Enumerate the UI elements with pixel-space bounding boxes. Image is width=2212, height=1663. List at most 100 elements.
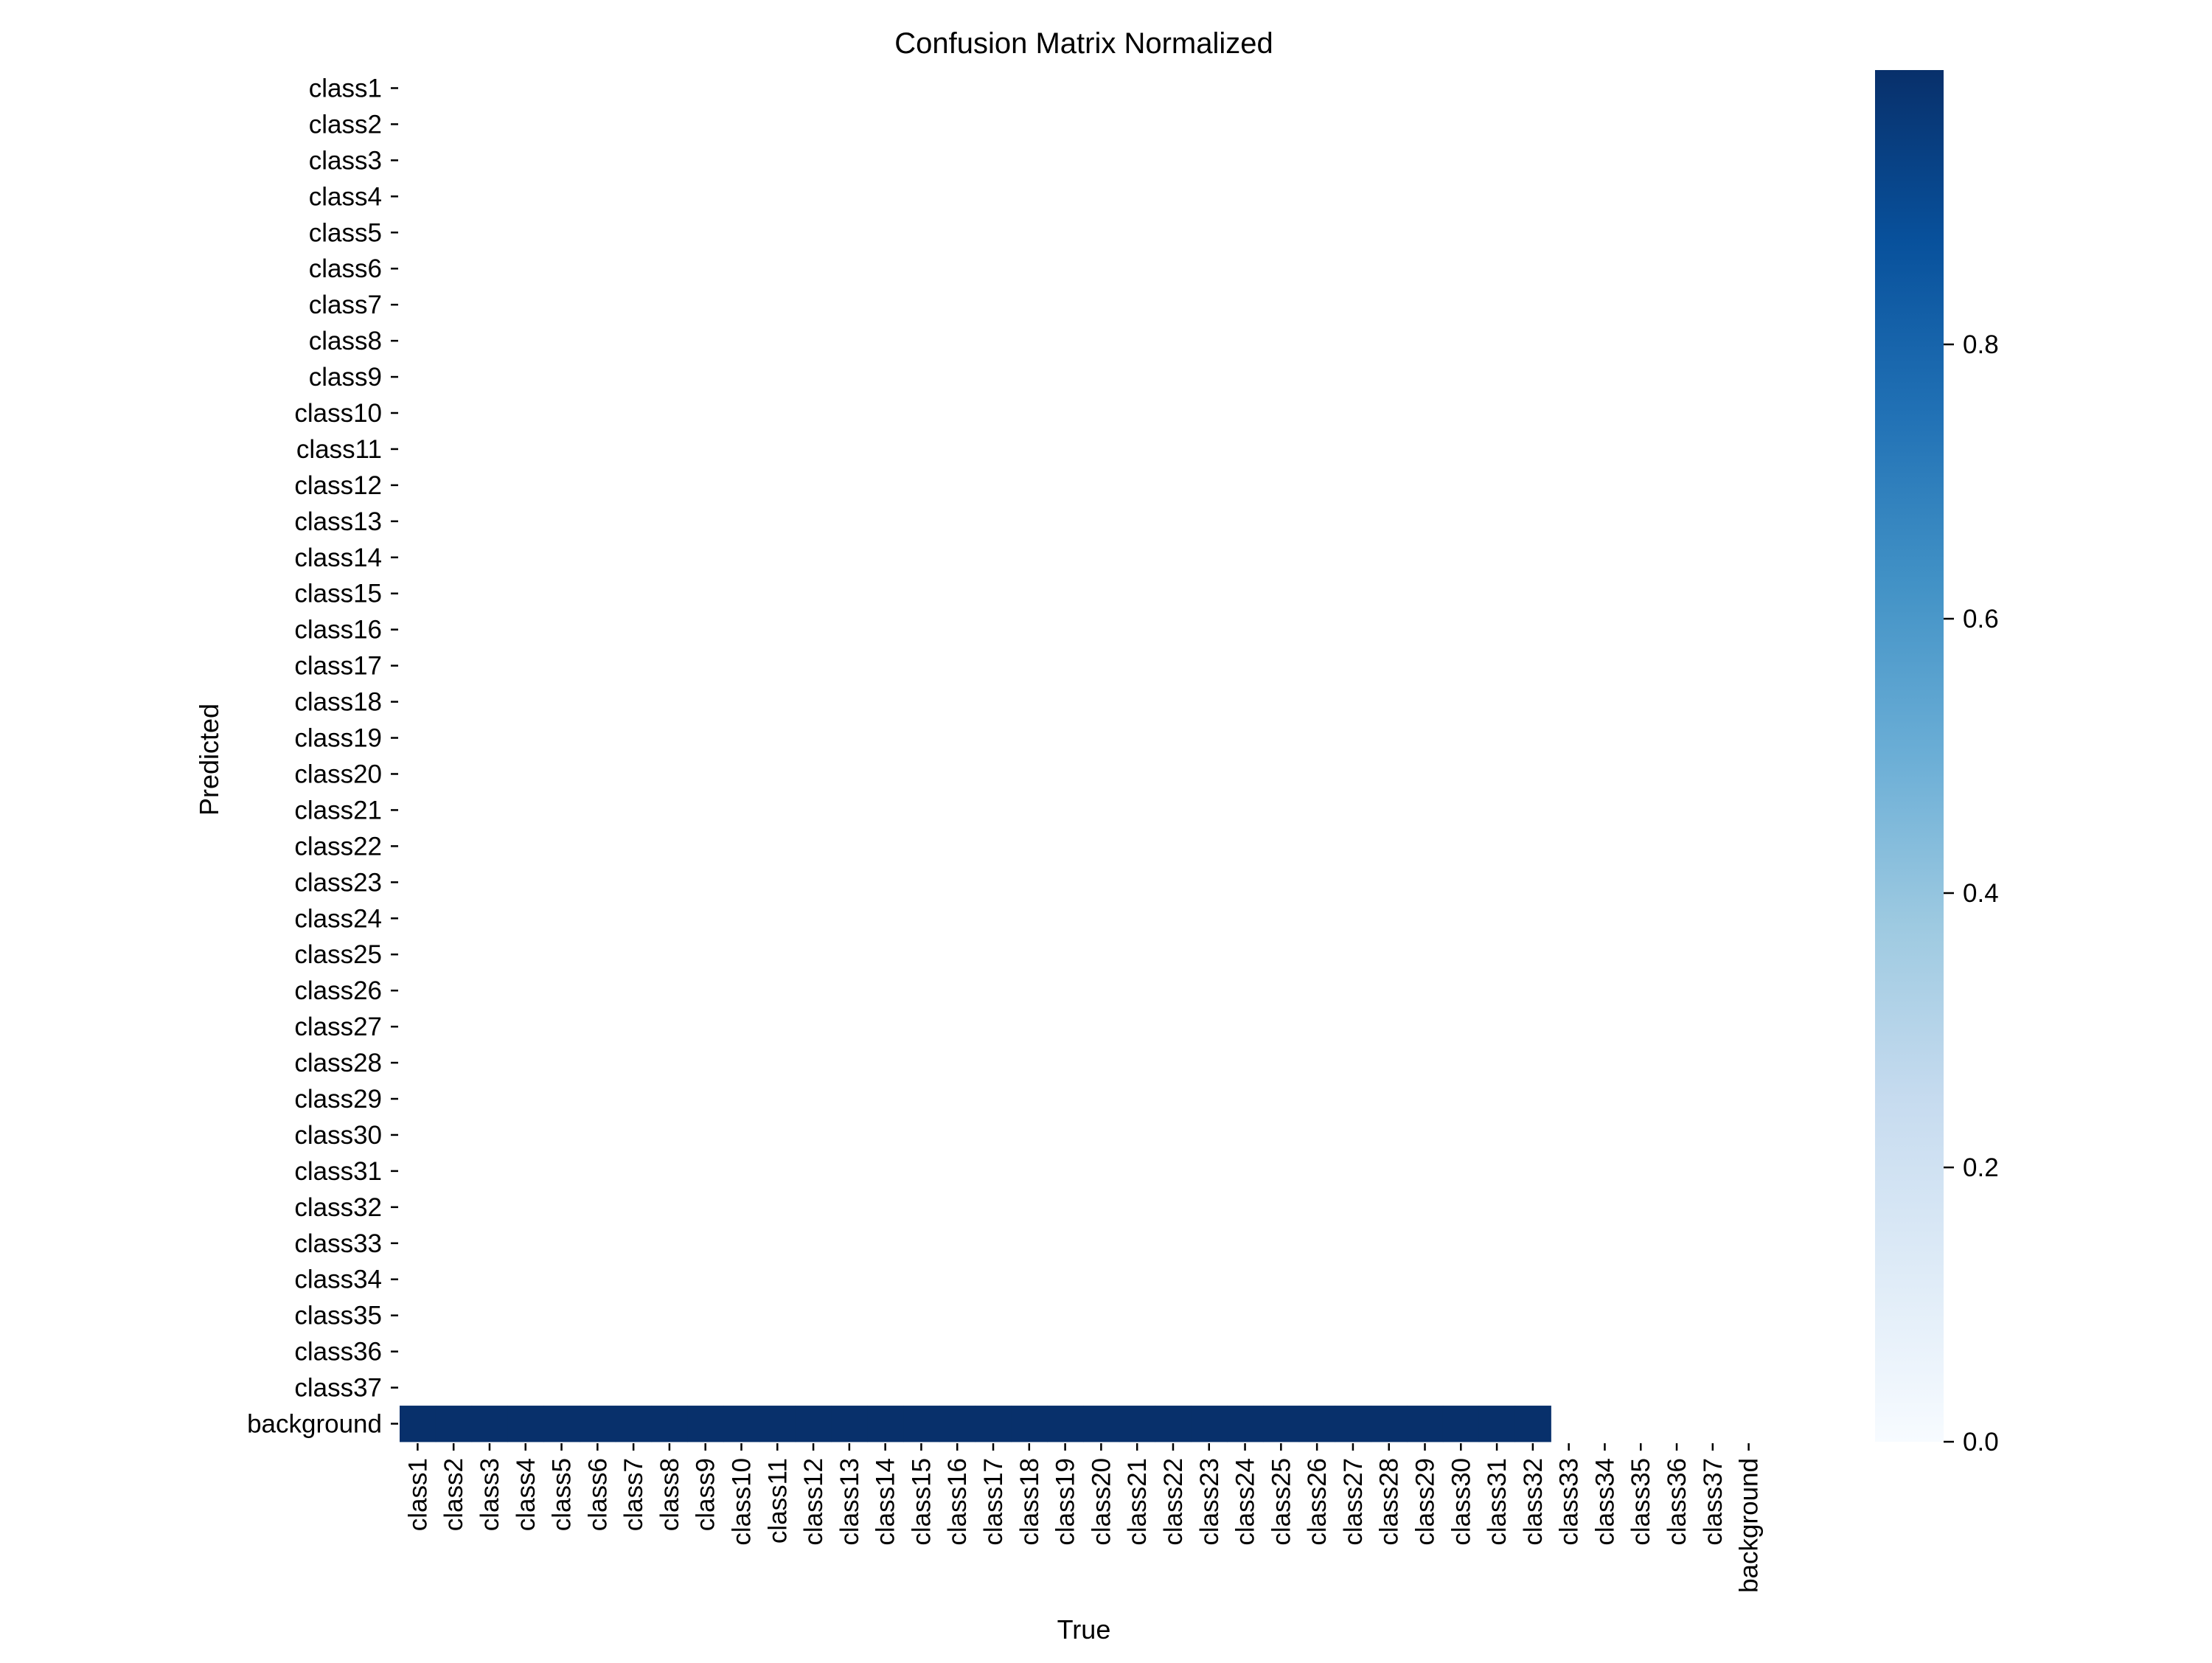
x-tick-label: class35 — [1627, 1458, 1655, 1546]
x-tick-label: class22 — [1159, 1458, 1188, 1546]
x-tick-label: class24 — [1231, 1458, 1260, 1546]
heatmap-cell — [579, 1406, 616, 1442]
heatmap-cell — [1407, 1406, 1444, 1442]
heatmap-cell — [400, 1406, 437, 1442]
x-axis-label: True — [1057, 1614, 1111, 1645]
heatmap-cell — [1335, 1406, 1371, 1442]
y-tick-label: class37 — [294, 1374, 382, 1403]
x-tick-label: class25 — [1267, 1458, 1295, 1546]
y-tick-label: class35 — [294, 1302, 382, 1330]
x-tick-label: class21 — [1123, 1458, 1152, 1546]
x-tick-label: class26 — [1303, 1458, 1332, 1546]
y-tick-label: class2 — [309, 110, 382, 139]
heatmap-cell — [1298, 1406, 1336, 1442]
y-tick-label: class6 — [309, 254, 382, 283]
x-tick-label: class27 — [1339, 1458, 1368, 1546]
y-tick-label: class30 — [294, 1121, 382, 1150]
x-tick-label: class37 — [1699, 1458, 1728, 1546]
y-tick-label: class21 — [294, 796, 382, 824]
x-tick-label: class18 — [1015, 1458, 1044, 1546]
colorbar-tick-label: 0.4 — [1963, 879, 1999, 908]
heatmap-cell — [1155, 1406, 1192, 1442]
x-tick-label: class14 — [872, 1458, 900, 1546]
x-tick-label: background — [1735, 1458, 1764, 1593]
x-tick-label: class3 — [476, 1458, 504, 1531]
chart-title: Confusion Matrix Normalized — [894, 27, 1273, 60]
x-tick-label: class33 — [1555, 1458, 1584, 1546]
x-tick-label: class34 — [1590, 1458, 1619, 1546]
y-tick-label: class16 — [294, 616, 382, 645]
y-tick-label: class4 — [309, 182, 382, 211]
y-tick-label: class27 — [294, 1013, 382, 1041]
x-axis-ticks: class1 class2 class3 class4 class5 class6 clas… — [403, 1443, 1764, 1593]
y-tick-label: class8 — [309, 327, 382, 355]
y-tick-label: class1 — [309, 74, 382, 103]
heatmap-cell — [471, 1406, 508, 1442]
x-tick-label: class20 — [1087, 1458, 1116, 1546]
heatmap-cell — [939, 1406, 976, 1442]
heatmap-cell — [435, 1406, 473, 1442]
heatmap-cell — [1191, 1406, 1228, 1442]
heatmap-cell — [507, 1406, 544, 1442]
y-tick-label: class10 — [294, 399, 382, 428]
heatmap-cell — [1371, 1406, 1408, 1442]
heatmap-cell — [1227, 1406, 1264, 1442]
y-axis-label: Predicted — [194, 704, 224, 816]
y-tick-label: class14 — [294, 544, 382, 572]
x-tick-label: class36 — [1663, 1458, 1691, 1546]
y-tick-label: class3 — [309, 146, 382, 175]
heatmap-cell — [651, 1406, 688, 1442]
heatmap-cell — [543, 1406, 580, 1442]
colorbar-tick-label: 0.6 — [1963, 605, 1999, 633]
x-tick-label: class15 — [907, 1458, 936, 1546]
heatmap-cell — [1478, 1406, 1516, 1442]
colorbar — [1875, 70, 1944, 1442]
x-tick-label: class19 — [1051, 1458, 1080, 1546]
heatmap-cell — [1442, 1406, 1480, 1442]
x-tick-label: class30 — [1447, 1458, 1475, 1546]
x-tick-label: class31 — [1483, 1458, 1512, 1546]
y-tick-label: class36 — [294, 1338, 382, 1367]
colorbar-ticks: 0.0 0.2 0.4 0.6 0.8 — [1944, 330, 1999, 1457]
y-tick-label: class24 — [294, 904, 382, 933]
x-tick-label: class6 — [583, 1458, 612, 1531]
heatmap-cell — [975, 1406, 1012, 1442]
heatmap-cell — [1083, 1406, 1120, 1442]
heatmap-cells — [400, 1406, 1551, 1442]
y-tick-label: class5 — [309, 218, 382, 247]
y-tick-label: class17 — [294, 652, 382, 681]
x-tick-label: class32 — [1519, 1458, 1548, 1546]
x-tick-label: class9 — [692, 1458, 720, 1531]
x-tick-label: class2 — [439, 1458, 468, 1531]
heatmap-cell — [795, 1406, 832, 1442]
x-tick-label: class16 — [943, 1458, 972, 1546]
x-tick-label: class17 — [979, 1458, 1008, 1546]
y-tick-label: class29 — [294, 1085, 382, 1114]
colorbar-tick-label: 0.2 — [1963, 1153, 1999, 1182]
x-tick-label: class28 — [1375, 1458, 1404, 1546]
x-tick-label: class5 — [548, 1458, 577, 1531]
y-tick-label: background — [247, 1410, 382, 1439]
x-tick-label: class12 — [799, 1458, 828, 1546]
heatmap-cell — [1119, 1406, 1156, 1442]
x-tick-label: class29 — [1411, 1458, 1440, 1546]
heatmap-cell — [1262, 1406, 1300, 1442]
y-tick-label: class19 — [294, 724, 382, 753]
y-tick-label: class20 — [294, 760, 382, 788]
heatmap-cell — [867, 1406, 904, 1442]
y-tick-label: class31 — [294, 1157, 382, 1186]
colorbar-tick-label: 0.0 — [1963, 1428, 1999, 1457]
y-tick-label: class28 — [294, 1049, 382, 1077]
x-tick-label: class23 — [1195, 1458, 1224, 1546]
y-tick-label: class34 — [294, 1266, 382, 1294]
x-tick-label: class13 — [835, 1458, 864, 1546]
heatmap-cell — [1514, 1406, 1551, 1442]
y-tick-label: class11 — [296, 435, 382, 464]
heatmap-cell — [687, 1406, 724, 1442]
y-tick-label: class33 — [294, 1229, 382, 1258]
x-tick-label: class8 — [655, 1458, 684, 1531]
y-tick-label: class18 — [294, 688, 382, 717]
x-tick-label: class1 — [403, 1458, 432, 1531]
heatmap-cell — [615, 1406, 653, 1442]
